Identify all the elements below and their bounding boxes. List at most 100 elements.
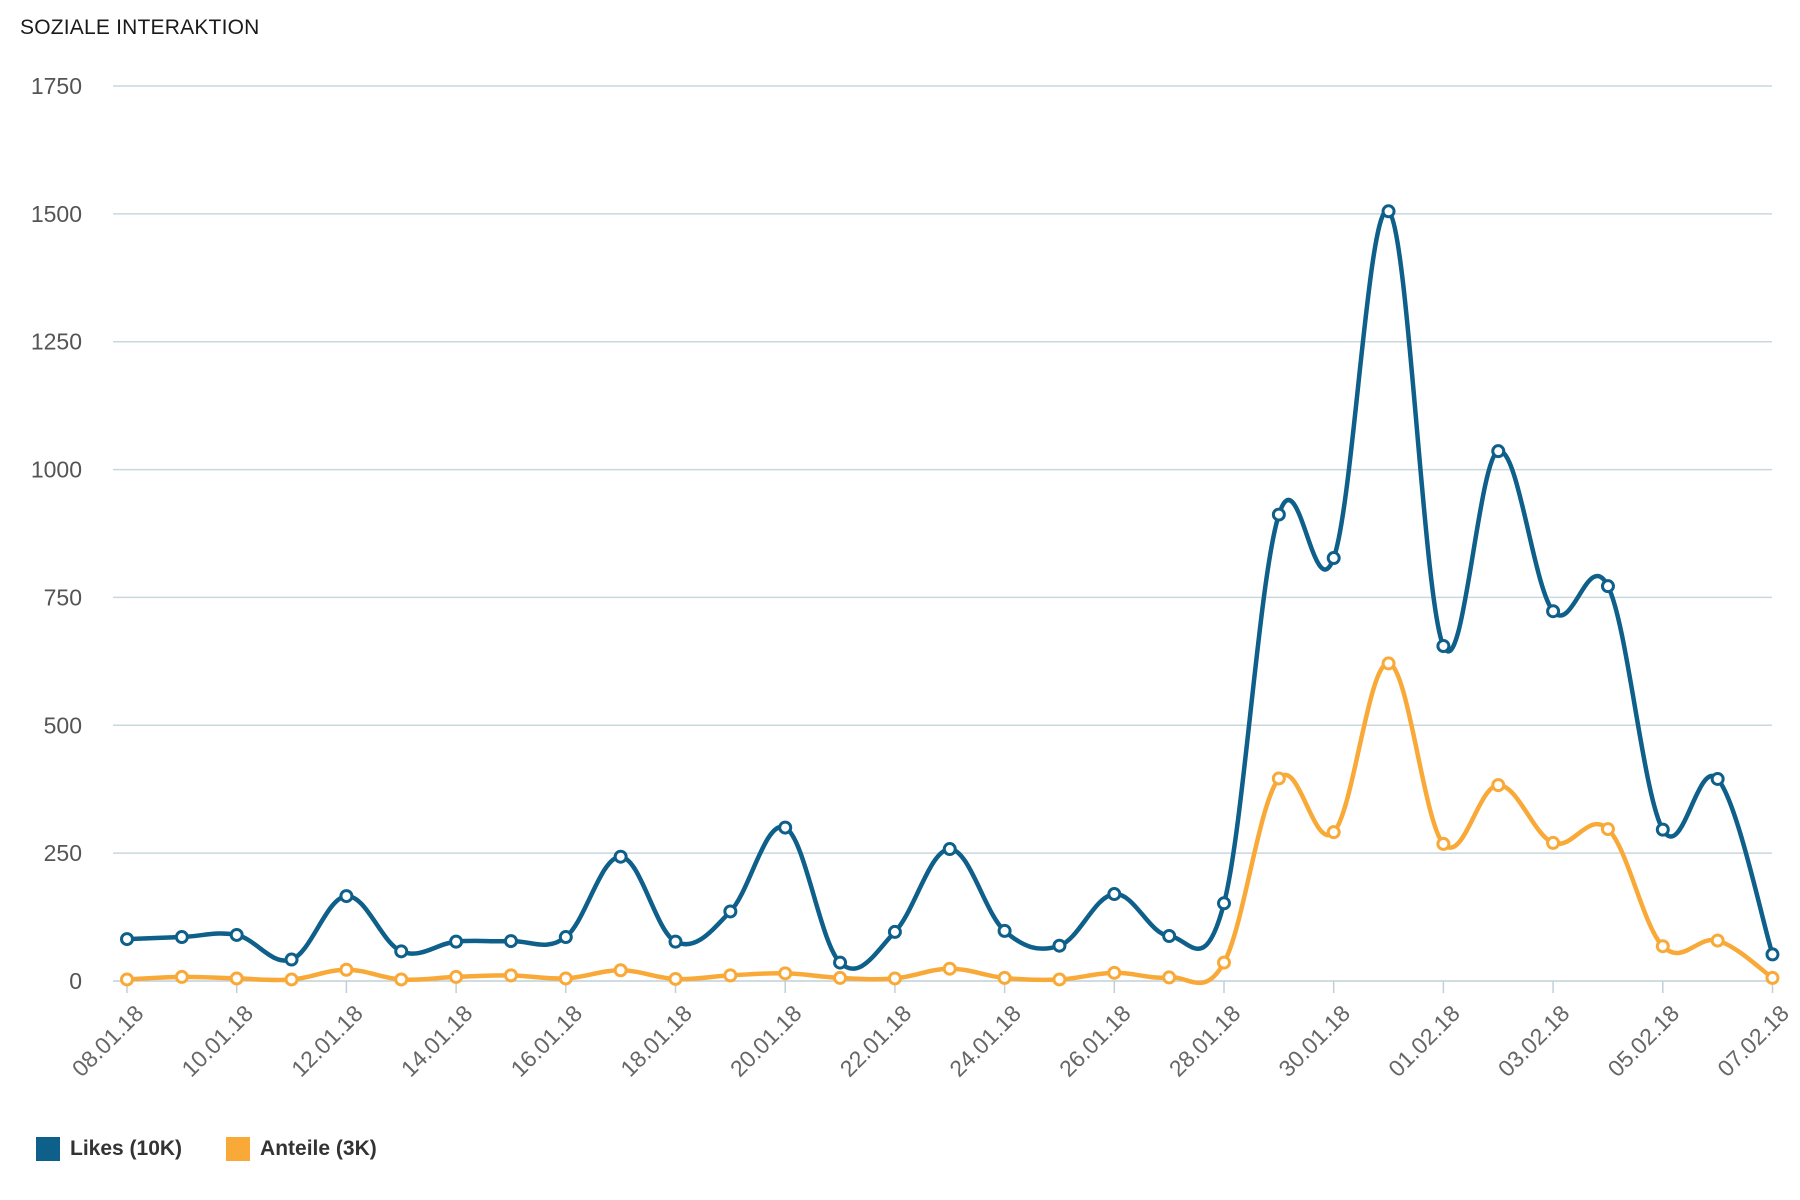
data-point-anteile[interactable] xyxy=(1217,955,1231,970)
x-tick-label: 03.02.18 xyxy=(1493,1000,1575,1082)
data-point-anteile[interactable] xyxy=(339,962,354,977)
x-tick-label: 30.01.18 xyxy=(1273,1000,1355,1082)
y-axis-ticks: 0 250 500 750 1000 1250 1500 1750 xyxy=(31,73,82,994)
data-point-anteile[interactable] xyxy=(284,972,299,987)
data-point-likes[interactable] xyxy=(778,820,793,835)
chart-title: SOZIALE INTERAKTION xyxy=(20,16,260,39)
data-point-likes[interactable] xyxy=(1765,947,1780,962)
data-point-anteile[interactable] xyxy=(503,968,518,983)
data-point-anteile[interactable] xyxy=(1107,965,1122,980)
data-point-anteile[interactable] xyxy=(174,969,189,984)
series-line-anteile xyxy=(124,661,1775,986)
series-group xyxy=(120,204,1780,987)
data-point-anteile[interactable] xyxy=(887,971,902,986)
data-point-anteile[interactable] xyxy=(723,968,738,983)
y-tick-label: 1250 xyxy=(31,329,82,355)
x-tick-label: 14.01.18 xyxy=(396,1000,478,1082)
y-tick-label: 0 xyxy=(69,968,82,994)
x-tick-label: 01.02.18 xyxy=(1383,1000,1465,1082)
data-point-likes[interactable] xyxy=(339,889,354,904)
data-point-likes[interactable] xyxy=(1107,887,1122,902)
x-tick-label: 12.01.18 xyxy=(286,1000,368,1082)
data-point-likes[interactable] xyxy=(997,923,1012,938)
y-tick-label: 500 xyxy=(44,712,82,738)
data-point-anteile[interactable] xyxy=(1765,970,1780,985)
data-point-anteile[interactable] xyxy=(120,972,134,987)
data-point-likes[interactable] xyxy=(668,934,683,949)
data-point-anteile[interactable] xyxy=(1271,771,1286,786)
x-tick-label: 28.01.18 xyxy=(1164,1000,1246,1082)
data-point-likes[interactable] xyxy=(1546,604,1561,619)
data-point-likes[interactable] xyxy=(1710,771,1725,786)
legend-label-likes: Likes (10K) xyxy=(70,1137,183,1160)
data-point-anteile[interactable] xyxy=(1546,835,1561,850)
data-point-likes[interactable] xyxy=(1436,639,1451,654)
data-point-anteile[interactable] xyxy=(394,972,409,987)
data-point-anteile[interactable] xyxy=(1600,822,1615,837)
data-point-anteile[interactable] xyxy=(1052,972,1067,987)
data-point-likes[interactable] xyxy=(394,944,409,959)
data-point-anteile[interactable] xyxy=(613,963,628,978)
data-point-likes[interactable] xyxy=(1491,444,1506,459)
x-tick-label: 22.01.18 xyxy=(835,1000,917,1082)
x-axis-ticks: 08.01.18 10.01.18 12.01.18 14.01.18 16.01.18… xyxy=(67,981,1794,1082)
data-point-likes[interactable] xyxy=(503,934,518,949)
data-point-likes[interactable] xyxy=(1600,579,1615,594)
data-point-anteile[interactable] xyxy=(778,966,793,981)
data-point-likes[interactable] xyxy=(120,932,134,947)
data-point-likes[interactable] xyxy=(229,927,244,942)
series-anteile xyxy=(120,656,1780,987)
gridlines xyxy=(113,85,1772,982)
data-point-anteile[interactable] xyxy=(833,970,848,985)
data-point-likes[interactable] xyxy=(1326,551,1341,566)
legend-item-anteile[interactable]: Anteile (3K) xyxy=(226,1137,377,1161)
data-point-anteile[interactable] xyxy=(1436,836,1451,851)
legend-swatch-anteile xyxy=(226,1137,251,1161)
x-tick-label: 08.01.18 xyxy=(67,1000,149,1082)
data-point-anteile[interactable] xyxy=(997,970,1012,985)
data-point-likes[interactable] xyxy=(723,904,738,919)
x-tick-label: 05.02.18 xyxy=(1603,1000,1685,1082)
data-point-anteile[interactable] xyxy=(558,971,573,986)
data-point-likes[interactable] xyxy=(613,849,628,864)
data-point-anteile[interactable] xyxy=(1326,825,1341,840)
data-point-likes[interactable] xyxy=(887,924,902,939)
data-point-anteile[interactable] xyxy=(229,971,244,986)
data-point-anteile[interactable] xyxy=(1381,656,1396,671)
data-point-anteile[interactable] xyxy=(1491,778,1506,793)
legend-item-likes[interactable]: Likes (10K) xyxy=(36,1137,182,1161)
data-point-likes[interactable] xyxy=(1655,822,1670,837)
legend-label-anteile: Anteile (3K) xyxy=(260,1137,377,1160)
y-tick-label: 250 xyxy=(44,840,82,866)
data-point-likes[interactable] xyxy=(174,930,189,945)
legend: Likes (10K) Anteile (3K) xyxy=(36,1137,421,1161)
data-point-likes[interactable] xyxy=(1162,928,1177,943)
data-point-likes[interactable] xyxy=(1381,204,1396,219)
data-point-anteile[interactable] xyxy=(942,961,957,976)
x-tick-label: 18.01.18 xyxy=(615,1000,697,1082)
data-point-likes[interactable] xyxy=(942,842,957,857)
series-likes xyxy=(120,204,1780,971)
y-tick-label: 1750 xyxy=(31,73,82,99)
x-tick-label: 20.01.18 xyxy=(725,1000,807,1082)
y-tick-label: 1500 xyxy=(31,201,82,227)
legend-swatch-likes xyxy=(36,1137,60,1161)
data-point-likes[interactable] xyxy=(1271,507,1286,522)
data-point-likes[interactable] xyxy=(833,955,848,970)
data-point-anteile[interactable] xyxy=(1655,939,1670,954)
x-tick-label: 07.02.18 xyxy=(1712,1000,1794,1082)
data-point-likes[interactable] xyxy=(1052,938,1067,953)
y-tick-label: 750 xyxy=(44,584,82,610)
data-point-likes[interactable] xyxy=(284,952,299,967)
data-point-likes[interactable] xyxy=(449,934,464,949)
data-point-anteile[interactable] xyxy=(1710,933,1725,948)
data-point-anteile[interactable] xyxy=(668,971,683,986)
x-tick-label: 16.01.18 xyxy=(506,1000,588,1082)
data-point-anteile[interactable] xyxy=(1162,970,1177,985)
x-tick-label: 26.01.18 xyxy=(1054,1000,1136,1082)
x-tick-label: 10.01.18 xyxy=(176,1000,258,1082)
data-point-likes[interactable] xyxy=(1217,896,1231,911)
data-point-likes[interactable] xyxy=(558,930,573,945)
y-tick-label: 1000 xyxy=(31,457,82,483)
data-point-anteile[interactable] xyxy=(449,969,464,984)
